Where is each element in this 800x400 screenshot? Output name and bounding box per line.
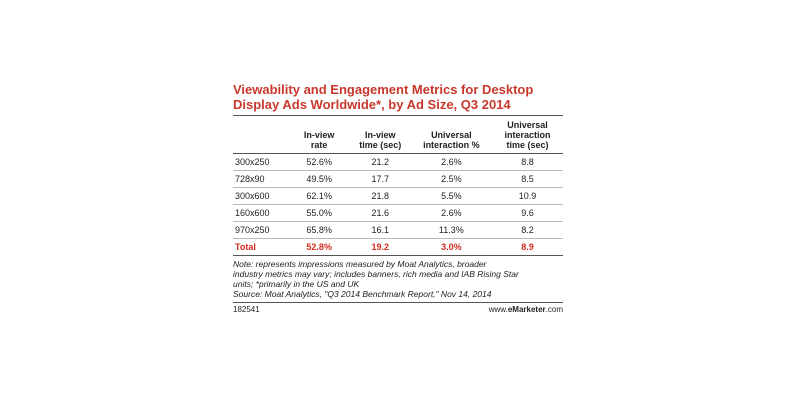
table-row: 300x600 62.1% 21.8 5.5% 10.9 [233,187,563,205]
header-text: Universal [431,130,472,140]
brand-link[interactable]: www.eMarketer.com [489,305,563,314]
table-row: 970x250 65.8% 16.1 11.3% 8.2 [233,221,563,239]
cell-in-view-time: 19.2 [349,238,411,256]
table-row: 728x90 49.5% 17.7 2.5% 8.5 [233,170,563,188]
header-in-view-rate: In-view rate [288,116,350,154]
header-size [233,116,289,154]
cell-interaction-pct: 2.5% [410,170,493,188]
cell-in-view-time: 17.7 [349,170,411,188]
cell-in-view-time: 21.2 [349,153,411,171]
cell-ad-size: 160x600 [233,204,289,222]
cell-interaction-time: 9.6 [492,204,563,222]
cell-ad-size: 728x90 [233,170,289,188]
note-line: units; *primarily in the US and UK [233,279,360,289]
cell-in-view-rate: 52.8% [288,238,350,256]
brand-name: eMarketer [507,305,546,314]
cell-interaction-time: 8.8 [492,153,563,171]
cell-in-view-time: 21.6 [349,204,411,222]
brand-suffix: .com [545,305,563,314]
cell-in-view-time: 21.8 [349,187,411,205]
cell-interaction-pct: 2.6% [410,153,493,171]
cell-in-view-rate: 65.8% [288,221,350,239]
cell-interaction-time: 10.9 [492,187,563,205]
cell-ad-size: 300x600 [233,187,289,205]
cell-interaction-time: 8.5 [492,170,563,188]
table-body: 300x250 52.6% 21.2 2.6% 8.8 728x90 49.5% 17.7 2.… [233,153,563,256]
footer: 182541 www.eMarketer.com [233,305,563,314]
table-row: 160x600 55.0% 21.6 2.6% 9.6 [233,204,563,222]
header-text: rate [310,140,328,150]
header-text: In-view [303,130,335,140]
chart-card: Viewability and Engagement Metrics for D… [233,82,563,314]
note-line: Note: represents impressions measured by… [233,259,487,269]
cell-in-view-rate: 62.1% [288,187,350,205]
chart-id: 182541 [233,305,260,314]
metrics-table: In-view rate In-view time (sec) Universa… [233,116,563,256]
notes: Note: represents impressions measured by… [233,259,563,303]
brand-prefix: www. [488,305,508,314]
total-row: Total 52.8% 19.2 3.0% 8.9 [233,238,563,256]
cell-ad-size: 970x250 [233,221,289,239]
header-universal-interaction: Universal interaction % [410,116,493,154]
note-line: industry metrics may vary; includes bann… [233,269,519,279]
chart-title: Viewability and Engagement Metrics for D… [233,82,563,116]
cell-in-view-time: 16.1 [349,221,411,239]
table-row: 300x250 52.6% 21.2 2.6% 8.8 [233,153,563,171]
cell-ad-size: 300x250 [233,153,289,171]
cell-ad-size: Total [233,238,289,256]
cell-in-view-rate: 55.0% [288,204,350,222]
header-universal-interaction-time: Universal interaction time (sec) [492,116,563,154]
cell-interaction-pct: 11.3% [410,221,493,239]
cell-in-view-rate: 52.6% [288,153,350,171]
cell-in-view-rate: 49.5% [288,170,350,188]
cell-interaction-pct: 5.5% [410,187,493,205]
title-line-1: Viewability and Engagement Metrics for D… [233,82,534,97]
source-line: Source: Moat Analytics, "Q3 2014 Benchma… [233,289,492,299]
cell-interaction-pct: 2.6% [410,204,493,222]
header-text: Universal [507,120,548,130]
header-in-view-time: In-view time (sec) [349,116,411,154]
header-text: In-view [364,130,396,140]
cell-interaction-time: 8.2 [492,221,563,239]
header-row: In-view rate In-view time (sec) Universa… [233,116,563,154]
header-text: time (sec) [359,140,402,150]
header-text: interaction % [423,140,480,150]
header-text: time (sec) [506,140,549,150]
header-text: interaction [504,130,551,140]
cell-interaction-pct: 3.0% [410,238,493,256]
cell-interaction-time: 8.9 [492,238,563,256]
title-line-2: Display Ads Worldwide*, by Ad Size, Q3 2… [233,97,511,112]
